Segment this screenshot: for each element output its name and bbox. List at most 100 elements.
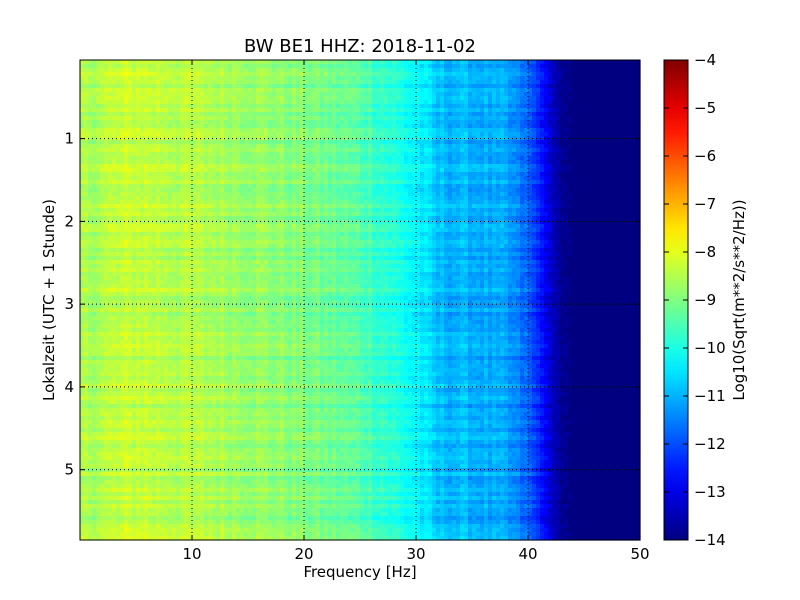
heatmap-cell: [196, 88, 201, 93]
heatmap-cell: [604, 120, 609, 125]
heatmap-cell: [472, 148, 477, 153]
heatmap-cell: [624, 76, 629, 81]
heatmap-cell: [128, 136, 133, 141]
heatmap-cell: [300, 172, 305, 177]
heatmap-cell: [272, 140, 277, 145]
heatmap-cell: [196, 100, 201, 105]
heatmap-cell: [120, 80, 125, 85]
heatmap-cell: [192, 176, 197, 181]
heatmap-cell: [80, 104, 85, 109]
heatmap-cell: [208, 108, 213, 113]
heatmap-cell: [96, 200, 101, 205]
heatmap-cell: [436, 160, 441, 165]
heatmap-cell: [368, 96, 373, 101]
heatmap-cell: [288, 68, 293, 73]
heatmap-cell: [432, 176, 437, 181]
heatmap-cell: [132, 116, 137, 121]
heatmap-cell: [164, 176, 169, 181]
heatmap-cell: [296, 188, 301, 193]
heatmap-cell: [204, 140, 209, 145]
heatmap-cell: [380, 96, 385, 101]
heatmap-cell: [456, 132, 461, 137]
heatmap-cell: [584, 164, 589, 169]
heatmap-cell: [512, 84, 517, 89]
heatmap-cell: [284, 100, 289, 105]
heatmap-cell: [148, 112, 153, 117]
heatmap-cell: [436, 100, 441, 105]
heatmap-cell: [452, 196, 457, 201]
heatmap-cell: [480, 108, 485, 113]
heatmap-cell: [468, 192, 473, 197]
heatmap-cell: [296, 128, 301, 133]
heatmap-cell: [432, 192, 437, 197]
heatmap-cell: [348, 160, 353, 165]
heatmap-cell: [488, 60, 493, 65]
heatmap-cell: [196, 196, 201, 201]
heatmap-cell: [116, 116, 121, 121]
heatmap-cell: [628, 188, 633, 193]
heatmap-cell: [188, 60, 193, 65]
heatmap-cell: [532, 156, 537, 161]
heatmap-cell: [392, 196, 397, 201]
heatmap-cell: [460, 64, 465, 69]
heatmap-cell: [176, 180, 181, 185]
heatmap-cell: [180, 84, 185, 89]
heatmap-cell: [400, 192, 405, 197]
heatmap-cell: [548, 180, 553, 185]
heatmap-cell: [380, 156, 385, 161]
heatmap-cell: [412, 132, 417, 137]
heatmap-cell: [472, 116, 477, 121]
heatmap-cell: [188, 68, 193, 73]
heatmap-cell: [452, 152, 457, 157]
heatmap-cell: [608, 80, 613, 85]
heatmap-cell: [312, 100, 317, 105]
heatmap-cell: [224, 140, 229, 145]
heatmap-cell: [280, 96, 285, 101]
heatmap-cell: [340, 88, 345, 93]
heatmap-cell: [152, 72, 157, 77]
heatmap-cell: [600, 148, 605, 153]
heatmap-cell: [544, 128, 549, 133]
heatmap-cell: [224, 200, 229, 205]
heatmap-cell: [556, 136, 561, 141]
heatmap-cell: [168, 60, 173, 65]
heatmap-cell: [500, 144, 505, 149]
heatmap-cell: [304, 184, 309, 189]
heatmap-cell: [160, 144, 165, 149]
heatmap-cell: [332, 92, 337, 97]
heatmap-cell: [356, 76, 361, 81]
heatmap-cell: [136, 144, 141, 149]
heatmap-cell: [200, 140, 205, 145]
heatmap-cell: [80, 72, 85, 77]
heatmap-cell: [216, 84, 221, 89]
heatmap-cell: [172, 64, 177, 69]
heatmap-cell: [176, 168, 181, 173]
heatmap-cell: [604, 184, 609, 189]
heatmap-cell: [488, 124, 493, 129]
heatmap-cell: [336, 192, 341, 197]
heatmap-cell: [348, 144, 353, 149]
heatmap-cell: [436, 176, 441, 181]
heatmap-cell: [516, 160, 521, 165]
heatmap-cell: [120, 200, 125, 205]
heatmap-cell: [556, 88, 561, 93]
heatmap-cell: [288, 188, 293, 193]
heatmap-cell: [464, 116, 469, 121]
heatmap-cell: [180, 116, 185, 121]
heatmap-cell: [516, 84, 521, 89]
heatmap-cell: [300, 96, 305, 101]
heatmap-cell: [224, 64, 229, 69]
heatmap-cell: [80, 156, 85, 161]
heatmap-cell: [116, 188, 121, 193]
heatmap-cell: [608, 176, 613, 181]
heatmap-cell: [400, 168, 405, 173]
heatmap-cell: [360, 184, 365, 189]
heatmap-cell: [96, 144, 101, 149]
heatmap-cell: [424, 180, 429, 185]
heatmap-cell: [600, 160, 605, 165]
heatmap-cell: [428, 184, 433, 189]
heatmap-cell: [288, 124, 293, 129]
heatmap-cell: [400, 68, 405, 73]
heatmap-cell: [360, 128, 365, 133]
heatmap-cell: [236, 60, 241, 65]
